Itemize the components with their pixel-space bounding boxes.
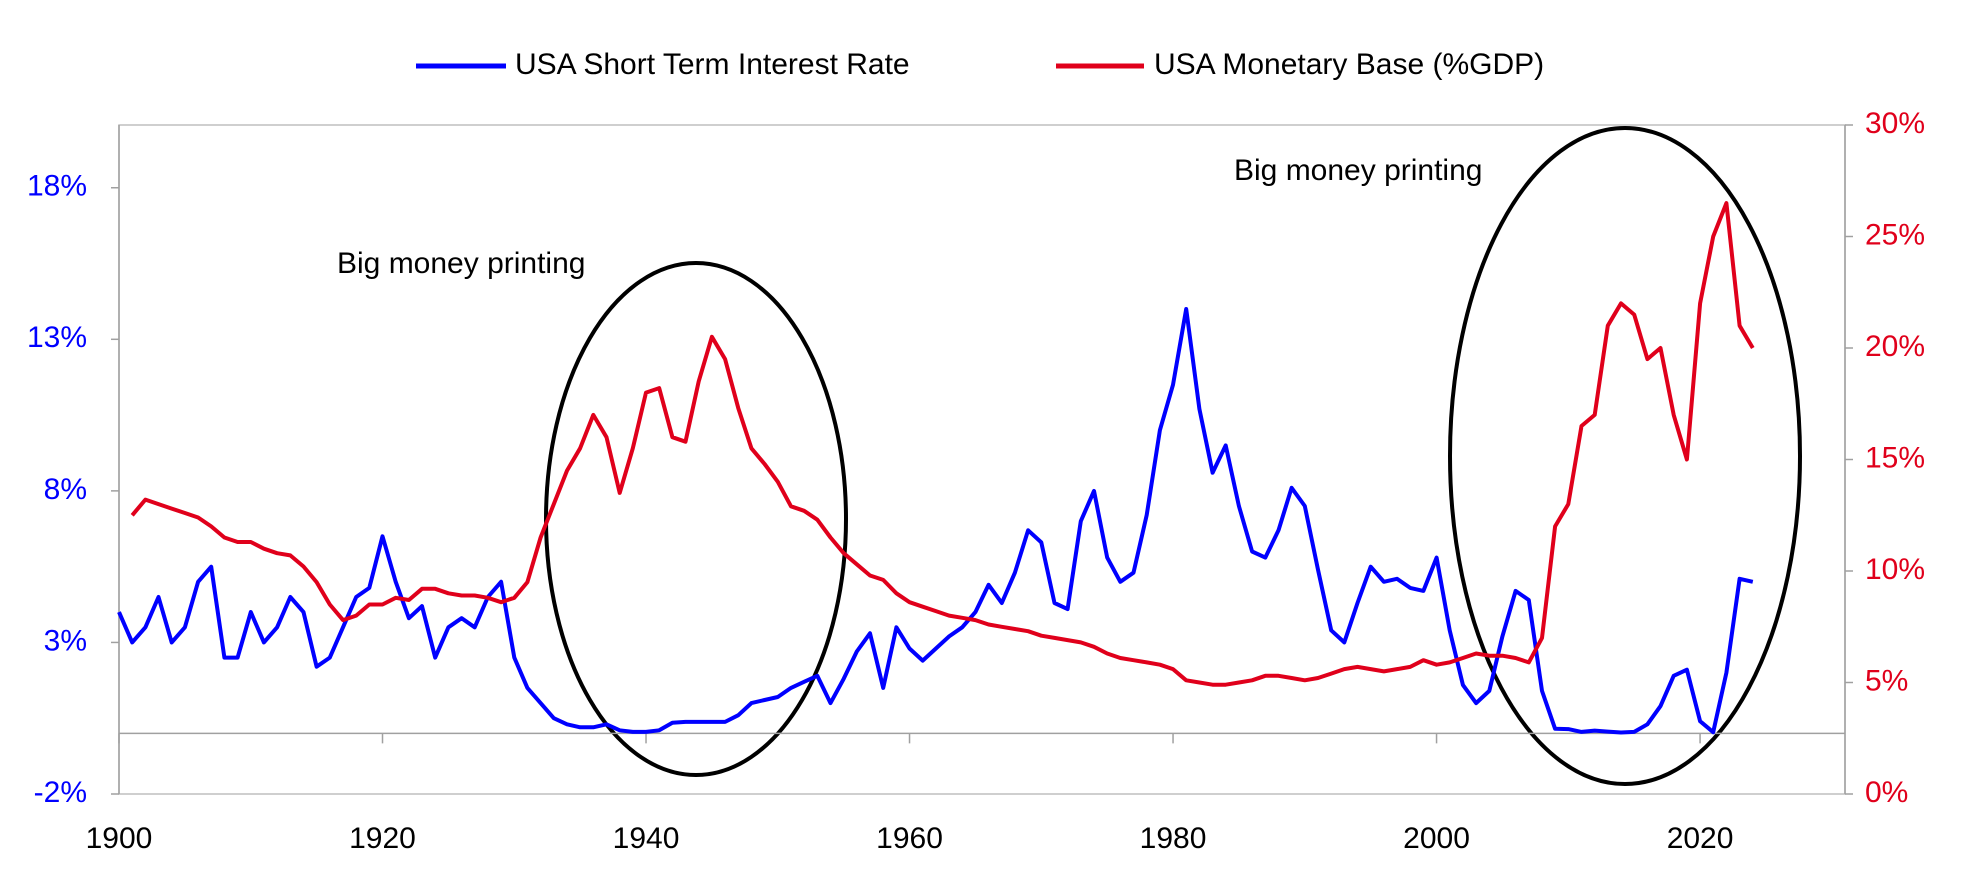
y2-tick-label: 5% [1865,664,1908,697]
y-tick-label: 18% [27,170,87,203]
x-tick-label: 1900 [86,822,153,855]
x-tick-label: 1920 [349,822,416,855]
y-tick-label: -2% [34,776,87,809]
y-tick-label: 8% [44,473,87,506]
y2-tick-label: 10% [1865,553,1925,586]
y2-tick-label: 0% [1865,776,1908,809]
y2-tick-label: 20% [1865,330,1925,363]
annotation: Big money printing [337,247,585,280]
legend-label: USA Short Term Interest Rate [515,48,910,81]
y-tick-label: 3% [44,624,87,657]
y2-tick-label: 30% [1865,107,1925,140]
y2-tick-label: 15% [1865,441,1925,474]
x-tick-label: 2000 [1403,822,1470,855]
highlight-ellipse [544,261,848,777]
legend-label: USA Monetary Base (%GDP) [1154,48,1544,81]
x-tick-label: 2020 [1667,822,1734,855]
x-tick-label: 1980 [1140,822,1207,855]
y2-tick-label: 25% [1865,218,1925,251]
x-tick-label: 1940 [613,822,680,855]
series-line [117,307,1754,735]
series-line [130,201,1755,687]
y-tick-label: 13% [27,321,87,354]
x-tick-label: 1960 [876,822,943,855]
highlight-ellipse [1448,126,1802,786]
plot-frame [118,124,1846,795]
annotation: Big money printing [1234,154,1482,187]
